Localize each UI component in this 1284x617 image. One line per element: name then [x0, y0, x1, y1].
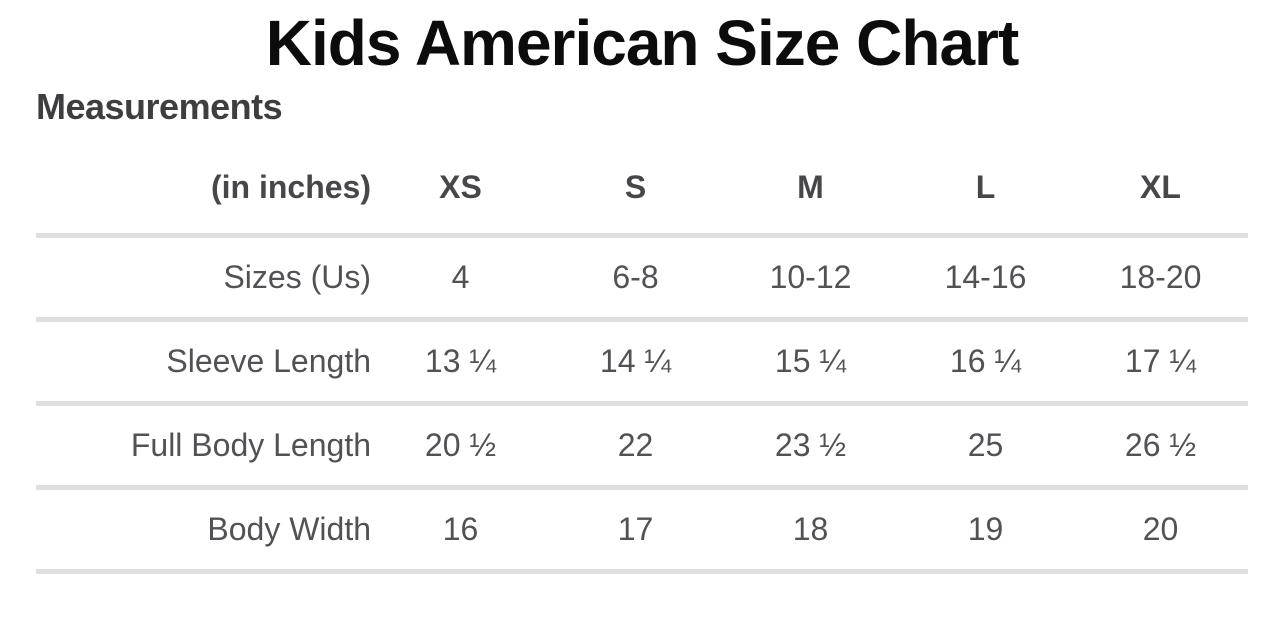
table-cell-bodywidth-m: 18 — [723, 487, 898, 574]
table-cell-sizes-l: 14-16 — [898, 235, 1073, 322]
table-row-sizes-us: Sizes (Us) 4 6-8 10-12 14-16 18-20 — [36, 235, 1248, 322]
table-cell-sleeve-l: 16 ¼ — [898, 319, 1073, 406]
table-cell-sleeve-xl: 17 ¼ — [1073, 319, 1248, 406]
column-header-xl: XL — [1073, 142, 1248, 238]
table-row-full-body-length: Full Body Length 20 ½ 22 23 ½ 25 26 ½ — [36, 403, 1248, 490]
table-header-row: (in inches) XS S M L XL — [36, 142, 1248, 238]
table-cell-fullbody-s: 22 — [548, 403, 723, 490]
row-label-sizes-us: Sizes (Us) — [36, 235, 373, 322]
column-header-unit: (in inches) — [36, 142, 373, 238]
table-cell-sizes-m: 10-12 — [723, 235, 898, 322]
column-header-m: M — [723, 142, 898, 238]
table-cell-fullbody-l: 25 — [898, 403, 1073, 490]
table-cell-sleeve-xs: 13 ¼ — [373, 319, 548, 406]
table-cell-fullbody-m: 23 ½ — [723, 403, 898, 490]
row-label-sleeve-length: Sleeve Length — [36, 319, 373, 406]
column-header-xs: XS — [373, 142, 548, 238]
table-cell-sizes-s: 6-8 — [548, 235, 723, 322]
table-cell-sizes-xs: 4 — [373, 235, 548, 322]
table-cell-fullbody-xs: 20 ½ — [373, 403, 548, 490]
page-title: Kids American Size Chart — [265, 7, 1020, 79]
measurements-heading: Measurements — [36, 86, 283, 127]
table-cell-sleeve-s: 14 ¼ — [548, 319, 723, 406]
table-row-sleeve-length: Sleeve Length 13 ¼ 14 ¼ 15 ¼ 16 ¼ 17 ¼ — [36, 319, 1248, 406]
row-label-body-width: Body Width — [36, 487, 373, 574]
size-chart-table: (in inches) XS S M L XL Sizes (Us) 4 6-8… — [36, 142, 1248, 574]
table-cell-bodywidth-s: 17 — [548, 487, 723, 574]
table-cell-fullbody-xl: 26 ½ — [1073, 403, 1248, 490]
table-cell-sleeve-m: 15 ¼ — [723, 319, 898, 406]
table-cell-bodywidth-xl: 20 — [1073, 487, 1248, 574]
column-header-l: L — [898, 142, 1073, 238]
table-cell-bodywidth-l: 19 — [898, 487, 1073, 574]
column-header-s: S — [548, 142, 723, 238]
table-cell-bodywidth-xs: 16 — [373, 487, 548, 574]
row-label-full-body-length: Full Body Length — [36, 403, 373, 490]
table-cell-sizes-xl: 18-20 — [1073, 235, 1248, 322]
table-row-body-width: Body Width 16 17 18 19 20 — [36, 487, 1248, 574]
